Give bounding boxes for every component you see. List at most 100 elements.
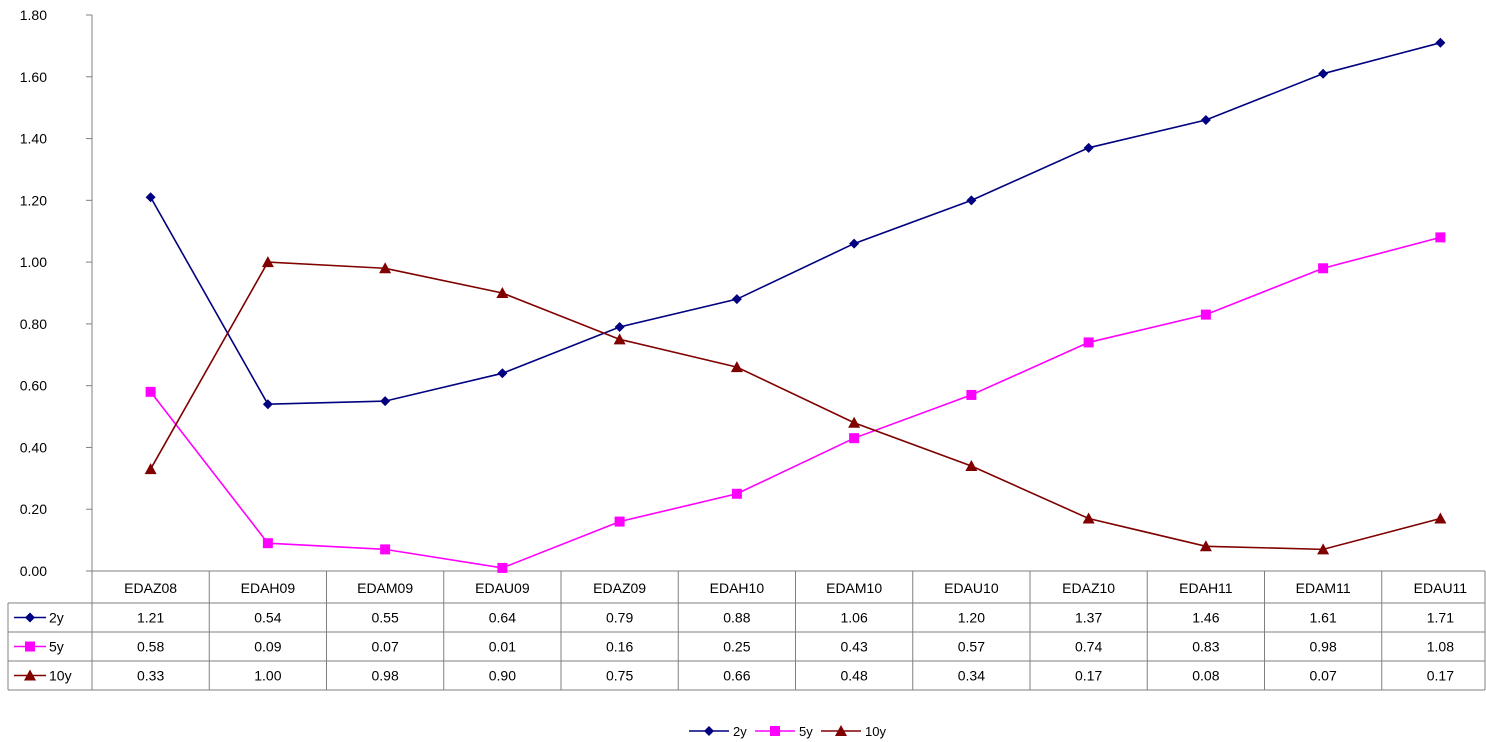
y-tick-label: 1.80: [20, 7, 47, 23]
legend-marker: [25, 641, 35, 652]
data-point-10y: [496, 287, 509, 298]
data-point-2y: [1200, 115, 1211, 126]
legend-marker: [25, 612, 35, 623]
x-tick-label: EDAZ08: [124, 580, 177, 596]
table-series-name: 2y: [49, 610, 64, 626]
table-cell-value: 0.08: [1192, 668, 1219, 684]
y-tick-label: 1.40: [20, 131, 47, 147]
data-point-2y: [1435, 37, 1446, 48]
data-point-10y: [1317, 543, 1330, 555]
table-cell-value: 0.90: [489, 668, 516, 684]
table-cell-value: 0.17: [1427, 668, 1454, 684]
table-legend-key-5y: [14, 641, 46, 652]
legend-marker: [704, 726, 714, 736]
table-cell-value: 0.16: [606, 639, 633, 655]
table-cell-value: 0.43: [841, 639, 868, 655]
data-point-5y: [262, 538, 273, 549]
legend-item-5y: 5y: [755, 724, 813, 739]
y-tick-label: 1.00: [20, 254, 47, 270]
table-cell-value: 0.33: [137, 668, 164, 684]
x-tick-label: EDAH10: [710, 580, 765, 596]
data-point-2y: [849, 238, 860, 249]
table-cell-value: 1.61: [1310, 610, 1337, 626]
table-cell-value: 1.71: [1427, 610, 1454, 626]
data-table: EDAZ08 EDAH09 EDAM09 EDAU09 EDAZ09 EDAH10 EDAM…: [7, 571, 1486, 691]
data-point-2y: [497, 368, 508, 379]
legend-label: 10y: [865, 724, 886, 739]
table-cell-value: 0.88: [723, 610, 750, 626]
plot-area: 0.00 0.20 0.40 0.60 0.80 1.00 1.20 1.40 1.60 1.80: [20, 7, 1485, 579]
table-cell-value: 1.06: [841, 610, 868, 626]
legend-item-2y: 2y: [689, 724, 747, 739]
data-point-10y: [730, 361, 743, 373]
table-cell-value: 0.58: [137, 639, 164, 655]
table-cell-value: 1.37: [1075, 610, 1102, 626]
data-point-2y: [1318, 68, 1329, 79]
data-point-10y: [1082, 512, 1095, 524]
x-tick-label: EDAH09: [241, 580, 296, 596]
table-cell-value: 0.25: [723, 639, 750, 655]
data-point-2y: [966, 195, 977, 206]
legend-marker: [835, 725, 847, 736]
table-cell-value: 0.34: [958, 668, 985, 684]
data-point-10y: [613, 333, 626, 345]
y-tick-label: 1.20: [20, 192, 47, 208]
table-series-name: 10y: [49, 668, 72, 684]
table-cell-value: 0.07: [372, 639, 399, 655]
table-cell-value: 0.57: [958, 639, 985, 655]
series-line-10y: [149, 261, 1441, 551]
x-tick-label: EDAU09: [475, 580, 530, 596]
x-tick-label: EDAZ10: [1062, 580, 1115, 596]
series-line-5y: [149, 236, 1441, 569]
legend: 2y 5y 10y: [689, 724, 886, 739]
data-point-5y: [1083, 337, 1094, 348]
x-tick-label: EDAZ09: [593, 580, 646, 596]
data-point-2y: [380, 396, 391, 407]
legend-marker: [770, 726, 780, 736]
data-point-5y: [1435, 232, 1446, 243]
x-tick-label: EDAH11: [1179, 580, 1233, 596]
y-tick-label: 0.60: [20, 378, 47, 394]
y-tick-label: 0.80: [20, 316, 47, 332]
legend-item-10y: 10y: [821, 724, 886, 739]
table-cell-value: 1.21: [137, 610, 164, 626]
table-cell-value: 0.48: [841, 668, 868, 684]
table-cell-value: 0.55: [372, 610, 399, 626]
series-5y: [145, 232, 1446, 573]
data-point-5y: [497, 562, 508, 573]
data-point-2y: [731, 294, 742, 305]
table-legend-key-10y: [14, 669, 46, 681]
data-point-5y: [1318, 263, 1329, 274]
series-2y: [145, 37, 1446, 410]
table-cell-value: 0.74: [1075, 639, 1102, 655]
x-tick-label: EDAM11: [1296, 580, 1351, 596]
data-point-2y: [614, 321, 625, 332]
table-cell-value: 0.01: [489, 639, 516, 655]
data-point-10y: [1434, 512, 1447, 524]
data-point-5y: [1200, 309, 1211, 320]
table-cell-value: 1.00: [254, 668, 281, 684]
data-point-2y: [145, 192, 156, 203]
table-cell-value: 0.66: [723, 668, 750, 684]
data-point-10y: [965, 459, 978, 471]
legend-label: 5y: [799, 724, 813, 739]
data-point-2y: [262, 399, 273, 410]
table-cell-value: 1.20: [958, 610, 985, 626]
y-tick-label: 0.00: [20, 563, 47, 579]
data-point-5y: [849, 433, 860, 444]
x-tick-label: EDAM09: [357, 580, 413, 596]
y-tick-label: 0.20: [20, 501, 47, 517]
data-point-10y: [1199, 540, 1212, 552]
table-cell-value: 0.75: [606, 668, 633, 684]
table-cell-value: 0.98: [372, 668, 399, 684]
table-cell-value: 0.64: [489, 610, 516, 626]
table-cell-value: 0.54: [254, 610, 281, 626]
series-10y: [144, 256, 1447, 555]
data-point-10y: [379, 262, 392, 274]
table-cell-value: 1.46: [1192, 610, 1219, 626]
x-tick-label: EDAU10: [944, 580, 999, 596]
table-cell-value: 0.07: [1310, 668, 1337, 684]
table-cell-value: 0.09: [254, 639, 281, 655]
